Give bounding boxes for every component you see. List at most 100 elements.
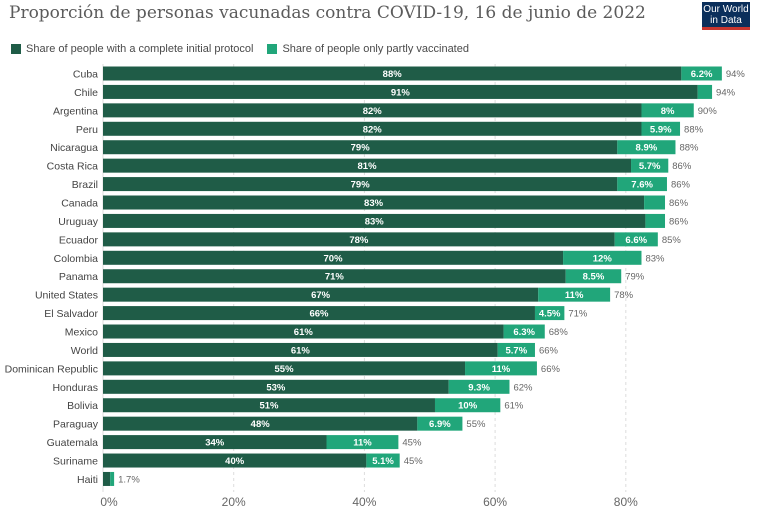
data-label-total: 85% — [662, 235, 682, 246]
category-label: Honduras — [52, 382, 98, 394]
data-label-total: 45% — [404, 456, 424, 467]
data-label-partial: 12% — [593, 253, 613, 264]
bar-partial — [645, 213, 666, 228]
bar-complete — [103, 177, 618, 192]
bar-partial — [417, 416, 463, 431]
logo-line-2: in Data — [710, 15, 742, 26]
category-label: Peru — [76, 124, 98, 136]
bar-complete — [103, 324, 504, 339]
data-label-complete: 78% — [349, 235, 369, 246]
data-label-total: 55% — [466, 419, 486, 430]
bar-complete — [103, 213, 646, 228]
category-label: Brazil — [72, 179, 98, 191]
data-label-total: 1.7% — [118, 474, 140, 485]
bar-partial — [565, 269, 622, 284]
category-label: Cuba — [73, 69, 98, 81]
data-label-complete: 88% — [383, 69, 403, 80]
data-label-total: 71% — [568, 309, 588, 320]
category-label: Chile — [74, 87, 98, 99]
owid-logo[interactable]: Our World in Data — [702, 2, 750, 30]
data-label-complete: 34% — [205, 438, 225, 449]
category-label: Canada — [61, 198, 98, 210]
data-label-complete: 82% — [363, 106, 383, 117]
data-label-total: 94% — [726, 69, 746, 80]
bar-complete — [103, 121, 642, 136]
data-label-complete: 70% — [324, 253, 344, 264]
data-label-complete: 66% — [309, 309, 329, 320]
bar-complete — [103, 158, 632, 173]
bar-partial — [538, 287, 611, 302]
bar-partial — [497, 342, 535, 357]
data-label-total: 66% — [539, 345, 559, 356]
data-label-total: 86% — [669, 216, 689, 227]
bar-complete — [103, 361, 466, 376]
category-label: Bolivia — [67, 400, 98, 412]
x-tick-label: 20% — [222, 495, 246, 509]
data-label-total: 61% — [504, 401, 524, 412]
bar-partial — [644, 195, 666, 210]
bar-complete — [103, 342, 498, 357]
bar-complete — [103, 416, 418, 431]
data-label-complete: 83% — [365, 216, 385, 227]
bar-complete — [103, 103, 642, 118]
data-label-partial: 11% — [492, 364, 511, 375]
data-label-complete: 83% — [364, 198, 384, 209]
category-label: Mexico — [65, 327, 98, 339]
bar-partial — [534, 306, 565, 321]
chart-legend: Share of people with a complete initial … — [11, 43, 483, 55]
category-label: Paraguay — [53, 419, 99, 431]
data-label-partial: 6.2% — [691, 69, 713, 80]
data-label-partial: 6.3% — [513, 327, 535, 338]
data-label-complete: 91% — [391, 87, 411, 98]
data-label-partial: 8% — [661, 106, 675, 117]
data-label-partial: 6.9% — [429, 419, 451, 430]
data-label-complete: 79% — [351, 180, 371, 191]
legend-swatch-partial — [267, 44, 278, 54]
category-label: Argentina — [53, 105, 98, 117]
bar-partial — [697, 84, 713, 99]
bar-complete — [103, 250, 564, 265]
bar-complete — [103, 453, 367, 468]
data-label-partial: 4.5% — [539, 309, 561, 320]
bar-partial — [563, 250, 642, 265]
data-label-partial: 10% — [458, 401, 478, 412]
category-label: Dominican Republic — [5, 363, 98, 375]
data-label-partial: 8.9% — [636, 143, 658, 154]
bar-complete — [103, 140, 618, 155]
bar-partial — [448, 379, 510, 394]
data-label-total: 45% — [402, 438, 422, 449]
category-label: Colombia — [54, 253, 99, 265]
data-label-complete: 61% — [294, 327, 314, 338]
data-label-total: 86% — [672, 161, 692, 172]
category-label: Panama — [59, 271, 98, 283]
legend-label-complete: Share of people with a complete initial … — [26, 43, 254, 55]
data-label-total: 66% — [541, 364, 561, 375]
data-label-partial: 5.9% — [650, 124, 672, 135]
bar-complete — [103, 398, 435, 413]
data-label-partial: 6.6% — [625, 235, 647, 246]
data-label-total: 86% — [671, 180, 691, 191]
category-label: Nicaragua — [50, 142, 98, 154]
legend-item-partial[interactable]: Share of people only partly vaccinated — [267, 43, 469, 55]
x-tick-label: 40% — [352, 495, 376, 509]
data-label-partial: 8.5% — [583, 272, 605, 283]
data-label-partial: 5.7% — [639, 161, 661, 172]
data-label-total: 68% — [549, 327, 569, 338]
logo-line-1: Our World — [703, 4, 749, 15]
data-label-total: 94% — [716, 87, 736, 98]
data-label-complete: 67% — [311, 290, 331, 301]
legend-item-complete[interactable]: Share of people with a complete initial … — [11, 43, 253, 55]
data-label-total: 88% — [684, 124, 704, 135]
data-label-partial: 5.7% — [506, 345, 528, 356]
legend-label-partial: Share of people only partly vaccinated — [282, 43, 469, 55]
data-label-complete: 51% — [259, 401, 279, 412]
chart-title: Proporción de personas vacunadas contra … — [9, 3, 646, 23]
data-label-total: 86% — [669, 198, 689, 209]
data-label-total: 62% — [513, 382, 533, 393]
bar-complete — [103, 66, 682, 81]
bar-complete — [103, 269, 566, 284]
bar-complete — [103, 306, 535, 321]
category-label: United States — [35, 290, 98, 302]
data-label-partial: 9.3% — [468, 382, 490, 393]
bar-partial — [503, 324, 545, 339]
